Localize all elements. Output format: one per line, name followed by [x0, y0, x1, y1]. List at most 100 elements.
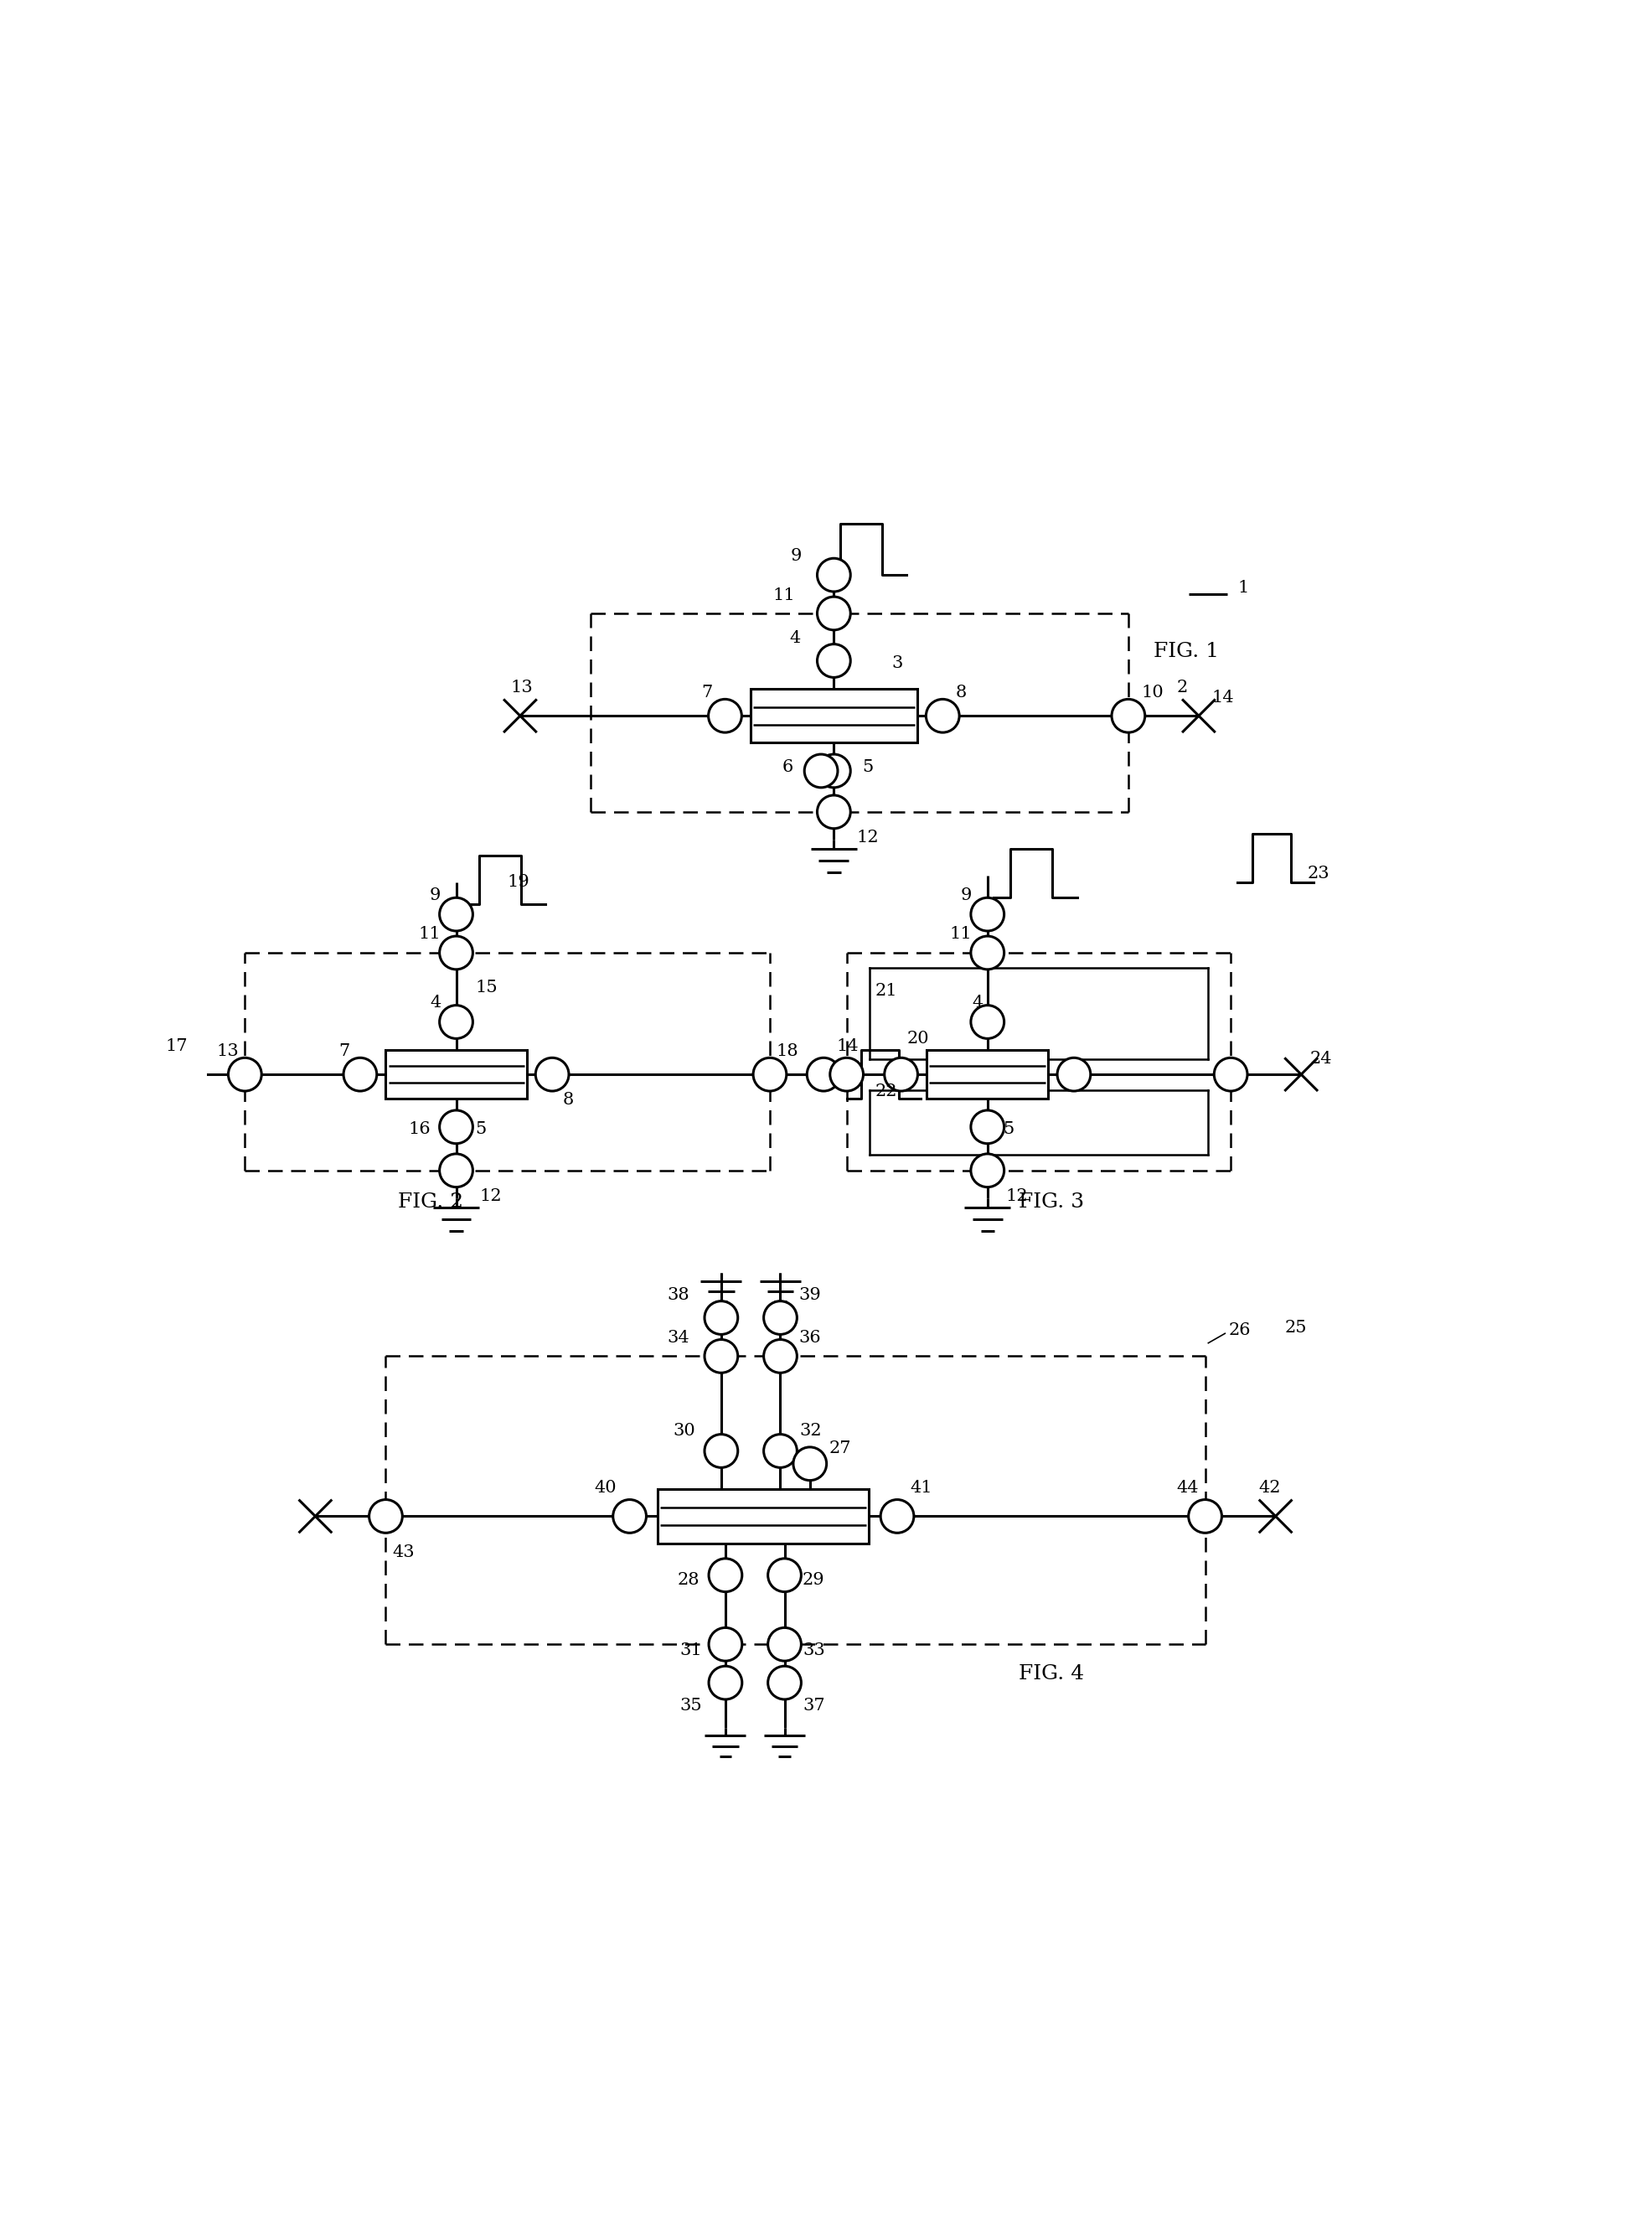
Text: 12: 12	[1006, 1188, 1028, 1204]
Circle shape	[1188, 1500, 1222, 1534]
Circle shape	[709, 1665, 742, 1698]
Circle shape	[818, 557, 851, 591]
Text: 4: 4	[971, 994, 983, 1010]
Text: FIG. 2: FIG. 2	[398, 1193, 463, 1213]
Text: 14: 14	[1211, 691, 1234, 707]
Circle shape	[805, 753, 838, 787]
Circle shape	[439, 898, 472, 932]
Circle shape	[709, 1558, 742, 1592]
Text: 35: 35	[681, 1698, 702, 1714]
Text: 9: 9	[430, 887, 441, 903]
Text: 9: 9	[791, 548, 801, 564]
Text: 39: 39	[798, 1286, 821, 1302]
Text: 40: 40	[595, 1480, 616, 1496]
Circle shape	[704, 1340, 738, 1373]
Circle shape	[793, 1447, 826, 1480]
Circle shape	[881, 1500, 914, 1534]
Bar	[385, 1050, 527, 1099]
Text: 37: 37	[803, 1698, 824, 1714]
Circle shape	[806, 1059, 841, 1090]
Text: 6: 6	[781, 760, 793, 776]
Text: 4: 4	[430, 994, 441, 1010]
Text: 5: 5	[862, 760, 874, 776]
Text: 2: 2	[1176, 680, 1188, 695]
Circle shape	[709, 700, 742, 733]
Circle shape	[228, 1059, 261, 1090]
Text: 18: 18	[776, 1043, 798, 1059]
Text: 4: 4	[790, 631, 801, 646]
Text: 5: 5	[1003, 1121, 1014, 1137]
Text: 27: 27	[829, 1440, 851, 1456]
Bar	[927, 1050, 1049, 1099]
Circle shape	[704, 1302, 738, 1335]
Text: 25: 25	[1285, 1320, 1307, 1335]
Circle shape	[768, 1665, 801, 1698]
Bar	[750, 689, 917, 742]
Text: 38: 38	[667, 1286, 689, 1302]
Text: 23: 23	[1308, 865, 1330, 880]
Text: 12: 12	[479, 1188, 502, 1204]
Text: 30: 30	[672, 1422, 695, 1438]
Circle shape	[368, 1500, 403, 1534]
Text: 32: 32	[800, 1422, 821, 1438]
Circle shape	[439, 1155, 472, 1188]
Text: 12: 12	[857, 829, 879, 845]
Text: 24: 24	[1310, 1052, 1332, 1068]
Text: 20: 20	[907, 1030, 928, 1048]
Text: 19: 19	[507, 874, 530, 889]
Circle shape	[971, 936, 1004, 970]
Circle shape	[439, 936, 472, 970]
Text: 16: 16	[408, 1121, 431, 1137]
Circle shape	[818, 644, 851, 678]
Circle shape	[818, 597, 851, 631]
Circle shape	[768, 1558, 801, 1592]
Text: FIG. 4: FIG. 4	[1019, 1665, 1084, 1683]
Text: 7: 7	[700, 684, 712, 700]
Text: 44: 44	[1176, 1480, 1199, 1496]
Text: FIG. 3: FIG. 3	[1019, 1193, 1084, 1213]
Text: 9: 9	[961, 887, 971, 903]
Text: 15: 15	[476, 979, 497, 996]
Text: 11: 11	[950, 925, 971, 941]
Circle shape	[763, 1340, 796, 1373]
Text: FIG. 1: FIG. 1	[1153, 642, 1219, 662]
Circle shape	[709, 1627, 742, 1661]
Circle shape	[704, 1433, 738, 1467]
Text: 28: 28	[677, 1571, 700, 1589]
Circle shape	[971, 1005, 1004, 1039]
Text: 10: 10	[1142, 684, 1163, 700]
Circle shape	[971, 898, 1004, 932]
Circle shape	[763, 1433, 796, 1467]
Circle shape	[1057, 1059, 1090, 1090]
Circle shape	[1112, 700, 1145, 733]
Text: 7: 7	[339, 1043, 350, 1059]
Text: 17: 17	[165, 1039, 187, 1054]
Text: 29: 29	[803, 1571, 824, 1589]
Text: 31: 31	[681, 1643, 702, 1658]
Text: 8: 8	[562, 1092, 573, 1108]
Text: 33: 33	[803, 1643, 824, 1658]
Circle shape	[884, 1059, 919, 1090]
Text: 42: 42	[1259, 1480, 1280, 1496]
Text: 11: 11	[773, 588, 795, 604]
Text: 34: 34	[667, 1331, 689, 1346]
Circle shape	[971, 1155, 1004, 1188]
Text: 21: 21	[876, 983, 897, 999]
Circle shape	[768, 1627, 801, 1661]
Text: 5: 5	[476, 1121, 486, 1137]
Text: 14: 14	[836, 1039, 859, 1054]
Text: 43: 43	[392, 1545, 415, 1560]
Circle shape	[344, 1059, 377, 1090]
Circle shape	[818, 753, 851, 787]
Circle shape	[763, 1302, 796, 1335]
Circle shape	[439, 1005, 472, 1039]
Circle shape	[613, 1500, 646, 1534]
Circle shape	[535, 1059, 568, 1090]
Circle shape	[927, 700, 960, 733]
Circle shape	[753, 1059, 786, 1090]
Text: 36: 36	[798, 1331, 821, 1346]
Text: 1: 1	[1237, 580, 1249, 595]
Circle shape	[439, 1110, 472, 1143]
Text: 11: 11	[418, 925, 441, 941]
Text: 13: 13	[510, 680, 534, 695]
